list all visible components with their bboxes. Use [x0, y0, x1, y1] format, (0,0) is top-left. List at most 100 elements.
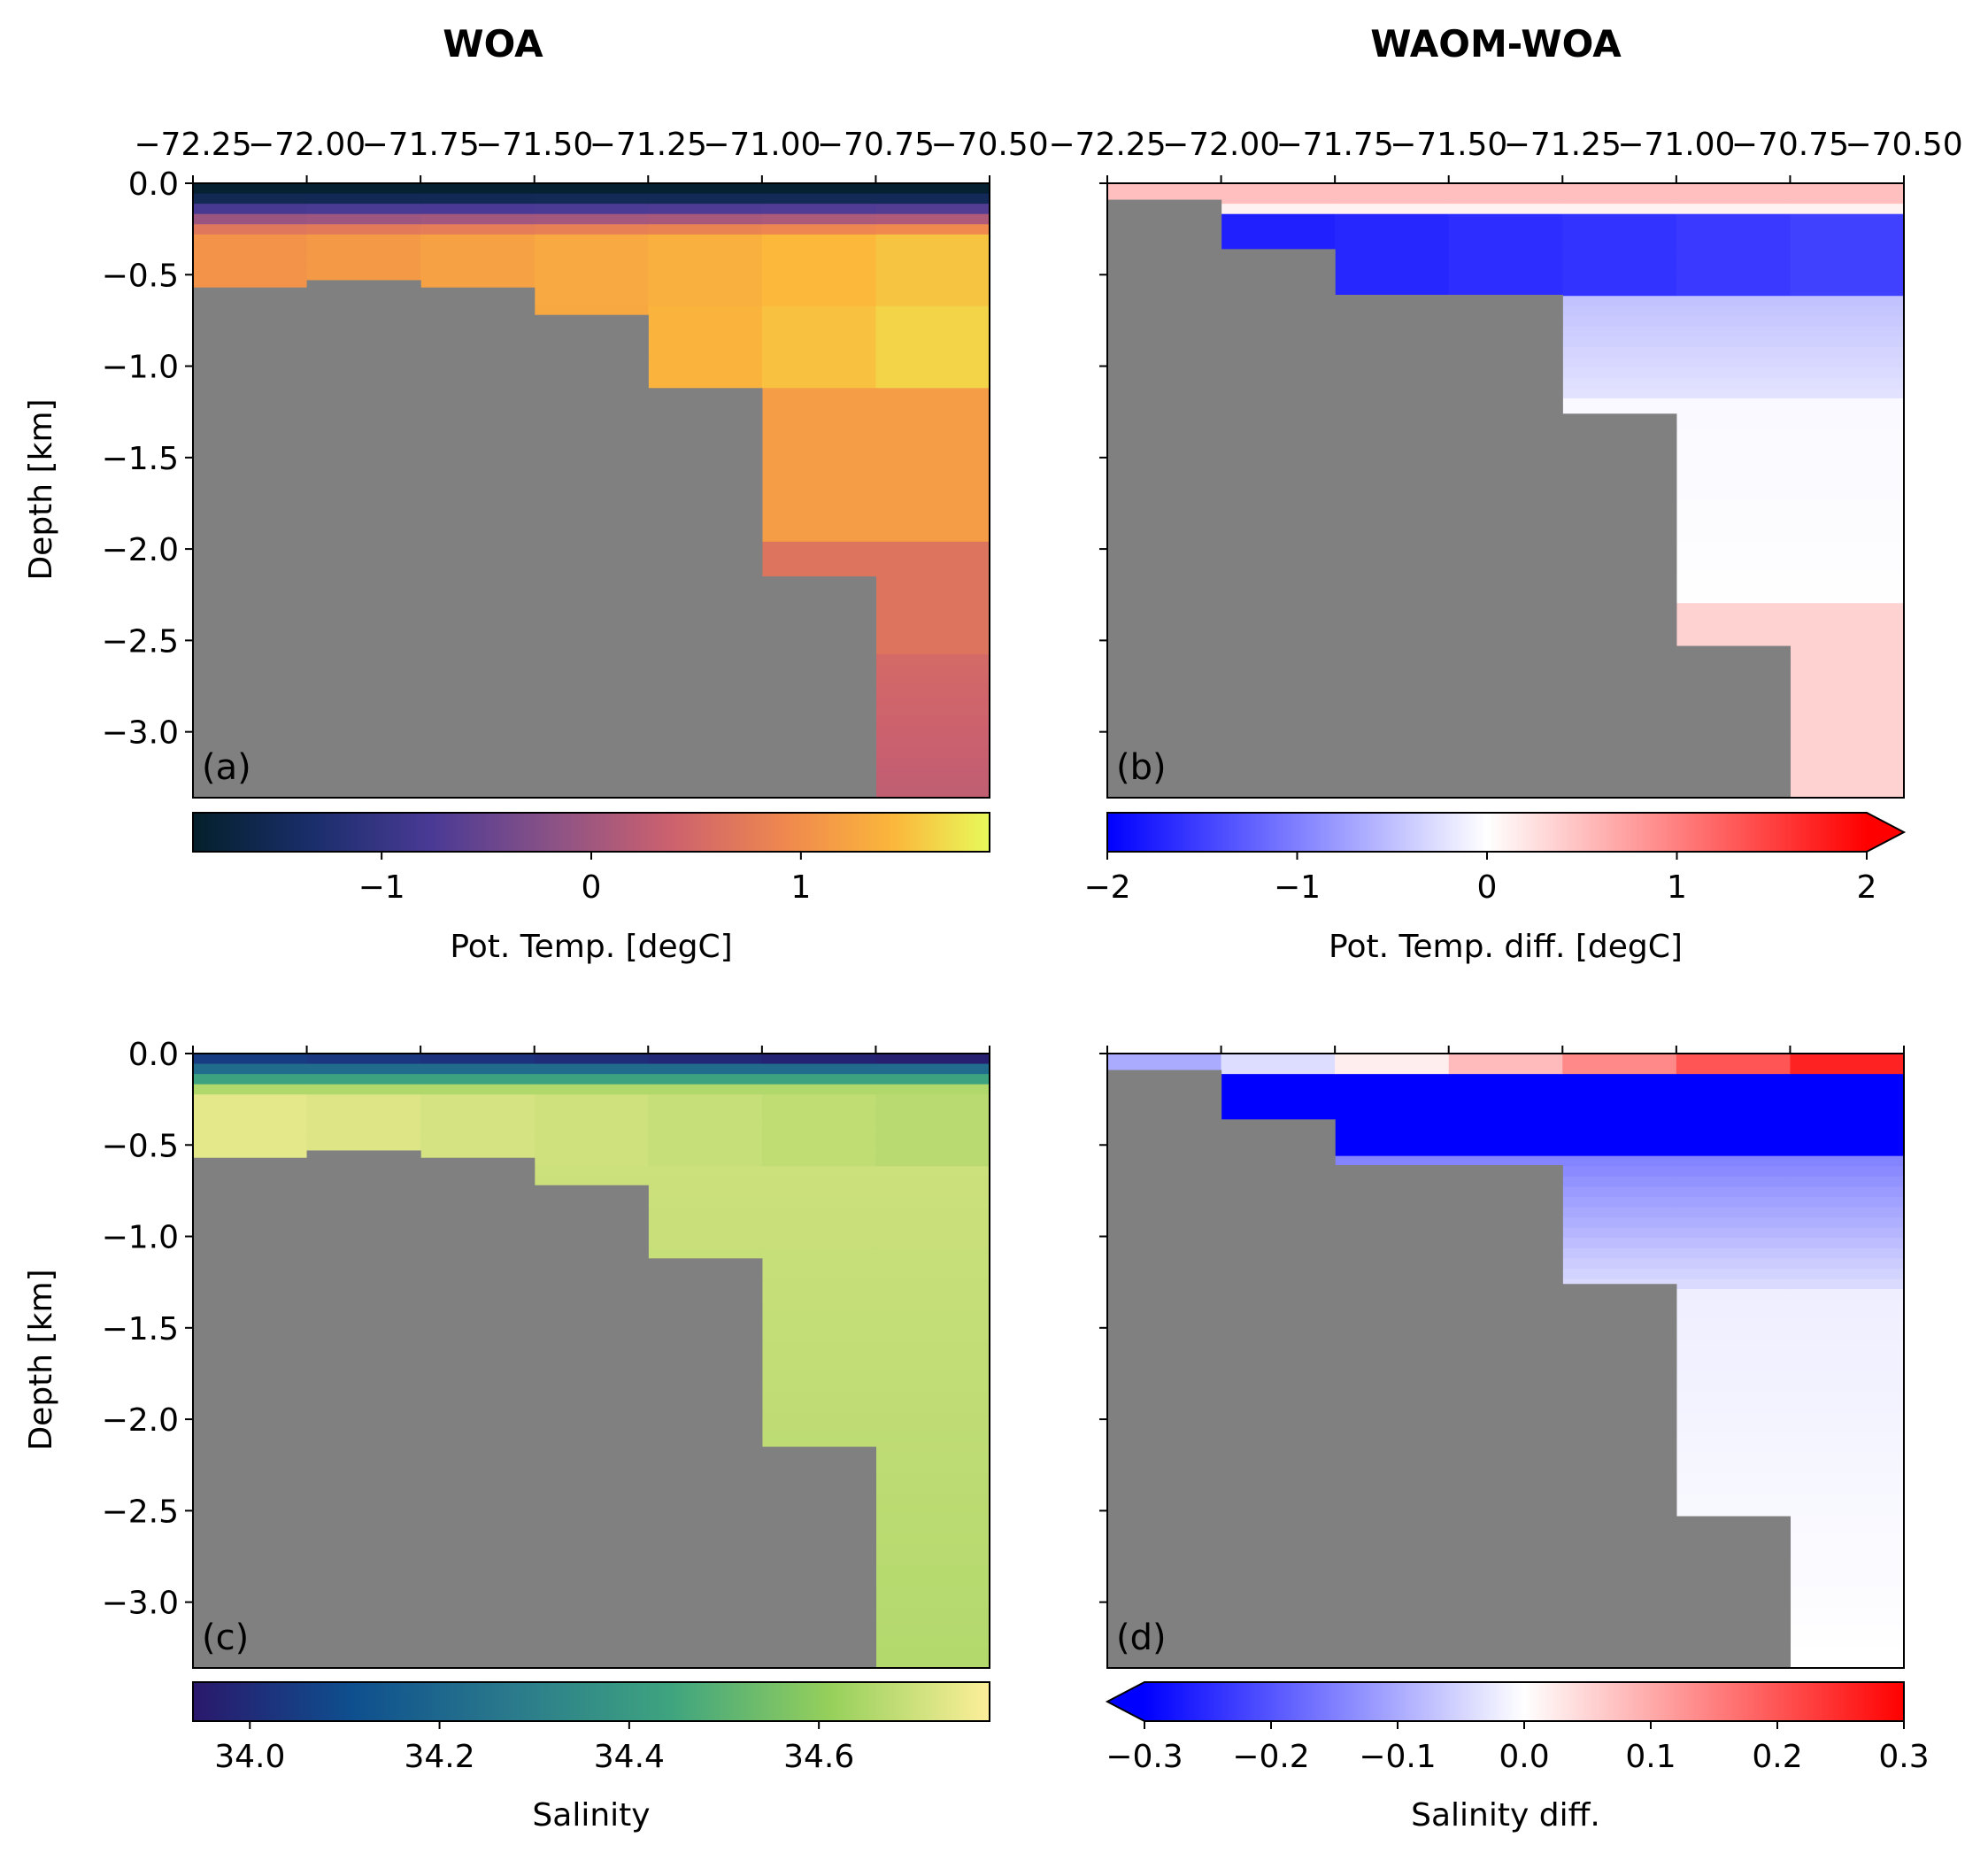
heatmap-cell [761, 561, 877, 574]
heatmap-cell [875, 521, 990, 532]
heatmap-cell [648, 1074, 763, 1085]
heatmap-cell [875, 419, 990, 430]
heatmap-cell [1676, 1155, 1792, 1167]
heatmap-cell [875, 1463, 990, 1474]
heatmap-cell [306, 244, 421, 256]
x-tick-label: −72.00 [248, 127, 366, 163]
heatmap-cell [761, 1186, 877, 1198]
heatmap-cell [1676, 1268, 1792, 1280]
heatmap-cell [648, 254, 763, 266]
heatmap-cell [1562, 1155, 1677, 1167]
colorbar-tick-label: −1 [358, 869, 405, 906]
heatmap-cell [534, 265, 649, 276]
heatmap-cell [534, 1084, 649, 1095]
heatmap-cell [1448, 275, 1563, 287]
heatmap-cell [1790, 1525, 1905, 1536]
heatmap-cell [648, 1186, 763, 1198]
heatmap-cell [1562, 1074, 1677, 1085]
heatmap-cell [193, 224, 308, 235]
heatmap-cell [875, 305, 990, 317]
heatmap-cell [1790, 705, 1905, 717]
heatmap-cell [875, 1196, 990, 1208]
heatmap-cell [534, 234, 649, 245]
heatmap-cell [420, 1063, 536, 1075]
heatmap-cell [1790, 1330, 1905, 1341]
heatmap-cell [1676, 1350, 1792, 1362]
heatmap-cell [534, 1115, 649, 1126]
heatmap-cell [1676, 490, 1792, 502]
heatmap-cell [1790, 633, 1905, 645]
heatmap-cell [1448, 193, 1563, 205]
heatmap-cell [648, 326, 763, 338]
colorbar-label: Salinity diff. [1411, 1797, 1600, 1834]
heatmap-cell [420, 183, 536, 195]
heatmap-cell [1790, 204, 1905, 215]
heatmap-cell [875, 1268, 990, 1280]
heatmap-cell [306, 204, 421, 215]
heatmap-cell [1335, 204, 1450, 215]
seafloor-block [1221, 249, 1336, 798]
heatmap-cell [875, 1063, 990, 1075]
heatmap-cell [761, 305, 877, 317]
axes-frame [192, 182, 990, 799]
heatmap-cell [1790, 603, 1905, 614]
heatmap-cell [1562, 183, 1677, 195]
heatmap-cell [1335, 1115, 1450, 1126]
heatmap-cell [875, 1565, 990, 1577]
heatmap-cell [1562, 234, 1677, 245]
heatmap-cell [1790, 767, 1905, 778]
heatmap-cell [1448, 1155, 1563, 1167]
heatmap-cell [1790, 1074, 1905, 1085]
heatmap-cell [875, 633, 990, 645]
heatmap-cell [875, 459, 990, 471]
heatmap-cell [761, 1155, 877, 1167]
heatmap-cell [761, 1176, 877, 1187]
heatmap-cell [761, 541, 877, 552]
heatmap-cell [1790, 449, 1905, 460]
heatmap-cell [1676, 183, 1792, 195]
heatmap-cell [648, 1227, 763, 1239]
heatmap-cell [1448, 1063, 1563, 1075]
heatmap-cell [1335, 1063, 1450, 1075]
heatmap-cell [875, 1647, 990, 1659]
heatmap-cell [1562, 1207, 1677, 1218]
heatmap-cell [1790, 1586, 1905, 1597]
heatmap-cell [648, 305, 763, 317]
heatmap-cell [1221, 234, 1336, 245]
heatmap-cell [1676, 1104, 1792, 1116]
y-tick-label: −0.5 [102, 1128, 179, 1164]
heatmap-cell [534, 1074, 649, 1085]
heatmap-cell [1676, 1422, 1792, 1433]
heatmap-cell [875, 490, 990, 502]
heatmap-cell [875, 664, 990, 676]
heatmap-cell [875, 347, 990, 359]
heatmap-cell [761, 490, 877, 502]
heatmap-cell [1790, 1361, 1905, 1372]
seafloor-block [420, 287, 536, 799]
colorbar-tick-label: −0.2 [1232, 1739, 1309, 1775]
heatmap-cell [1676, 603, 1792, 614]
heatmap-cell [420, 1074, 536, 1085]
colorbar-gradient [192, 812, 990, 853]
heatmap-cell [1676, 459, 1792, 471]
heatmap-cell [420, 1094, 536, 1106]
heatmap-cell [193, 1094, 308, 1106]
y-ticks [1099, 182, 1107, 733]
heatmap-cell [875, 326, 990, 338]
heatmap-cell [1790, 1514, 1905, 1525]
heatmap-cell [1790, 275, 1905, 287]
heatmap-cell [1790, 1186, 1905, 1198]
heatmap-cell [1562, 213, 1677, 225]
heatmap-cell [1448, 1115, 1563, 1126]
heatmap-cell [761, 336, 877, 348]
x-tick-label: −71.25 [1504, 127, 1622, 163]
heatmap-cell [1790, 1238, 1905, 1249]
heatmap-cell [1562, 193, 1677, 205]
heatmap-cell [306, 213, 421, 225]
heatmap-cell [648, 377, 763, 389]
heatmap-cell [761, 1278, 877, 1290]
y-axis-label-bottom: Depth [km] [23, 1269, 59, 1450]
heatmap-cell [1790, 213, 1905, 225]
heatmap-cell [648, 1176, 763, 1187]
seafloor-mask [1107, 1069, 1792, 1668]
